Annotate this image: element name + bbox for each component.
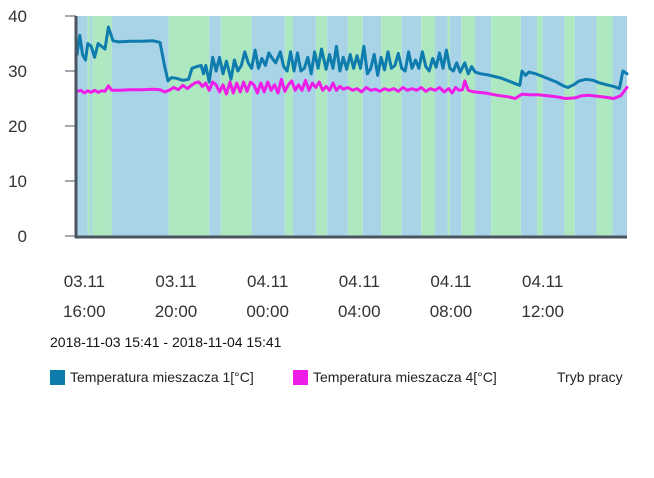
mode-band-6 [209, 16, 221, 236]
y-tick-labels: 0 10 20 30 40 [8, 7, 27, 246]
mode-band-20 [449, 16, 462, 236]
mode-band-17 [421, 16, 435, 236]
mode-band-27 [564, 16, 575, 236]
legend-item-series-1[interactable]: Temperatura mieszacza 1[°C] [50, 369, 254, 385]
series-line-1 [75, 25, 629, 91]
mode-band-0 [77, 16, 88, 236]
mode-band-8 [251, 16, 285, 236]
mode-band-4 [111, 16, 169, 236]
x-tick-date-0: 03.11 [64, 272, 105, 291]
legend-swatch-series-1 [50, 369, 65, 385]
axes [65, 15, 627, 239]
legend-item-series-4[interactable]: Temperatura mieszacza 4[°C] [293, 369, 497, 385]
time-range-label: 2018-11-03 15:41 - 2018-11-04 15:41 [50, 334, 282, 350]
mode-band-15 [381, 16, 402, 236]
x-tick-labels: 03.11 16:00 03.11 20:00 04.11 00:00 04.11 04:00… [63, 272, 564, 321]
mode-band-1 [87, 16, 91, 236]
x-tick-time-4: 08:00 [430, 302, 473, 321]
mode-band-28 [574, 16, 597, 236]
x-tick-time-0: 16:00 [63, 302, 106, 321]
x-tick-date-2: 04.11 [247, 272, 288, 291]
mode-band-30 [612, 16, 627, 236]
y-tick-label-3: 30 [8, 62, 27, 81]
legend-label-series-1: Temperatura mieszacza 1[°C] [70, 369, 254, 385]
y-tick-label-1: 10 [8, 172, 27, 191]
x-tick-date-5: 04.11 [522, 272, 563, 291]
mode-band-7 [220, 16, 252, 236]
y-tick-label-4: 40 [8, 7, 27, 26]
x-tick-time-3: 04:00 [338, 302, 381, 321]
mode-band-5 [168, 16, 210, 236]
legend: Temperatura mieszacza 1[°C] Temperatura … [50, 369, 640, 389]
mode-band-11 [315, 16, 328, 236]
mode-band-22 [475, 16, 492, 236]
mode-band-10 [292, 16, 316, 236]
x-tick-date-3: 04.11 [339, 272, 380, 291]
x-tick-time-5: 12:00 [521, 302, 564, 321]
mode-band-18 [434, 16, 448, 236]
series-lines [75, 25, 629, 100]
x-tick-date-4: 04.11 [430, 272, 471, 291]
legend-swatch-series-4 [293, 369, 308, 385]
chart: 0 10 20 30 40 03.11 16:00 03.11 20:00 04.11 00:00… [8, 7, 629, 321]
mode-bands [77, 16, 627, 236]
mode-band-2 [90, 16, 93, 236]
y-tick-label-2: 20 [8, 117, 27, 136]
mode-band-12 [327, 16, 348, 236]
y-tick-label-0: 0 [18, 227, 27, 246]
mode-band-23 [491, 16, 521, 236]
mode-band-29 [596, 16, 613, 236]
x-tick-date-1: 03.11 [155, 272, 196, 291]
mode-band-19 [447, 16, 450, 236]
mode-band-24 [520, 16, 537, 236]
legend-item-mode[interactable]: Tryb pracy [557, 369, 623, 385]
mode-band-26 [542, 16, 565, 236]
mode-band-13 [347, 16, 363, 236]
legend-label-series-4: Temperatura mieszacza 4[°C] [313, 369, 497, 385]
mode-band-16 [401, 16, 422, 236]
x-tick-time-1: 20:00 [155, 302, 198, 321]
legend-label-mode: Tryb pracy [557, 369, 623, 385]
x-tick-time-2: 00:00 [246, 302, 289, 321]
mode-band-3 [92, 16, 112, 236]
mode-band-9 [284, 16, 293, 236]
mode-band-21 [461, 16, 476, 236]
series-line-2 [75, 77, 629, 100]
mode-band-25 [536, 16, 543, 236]
